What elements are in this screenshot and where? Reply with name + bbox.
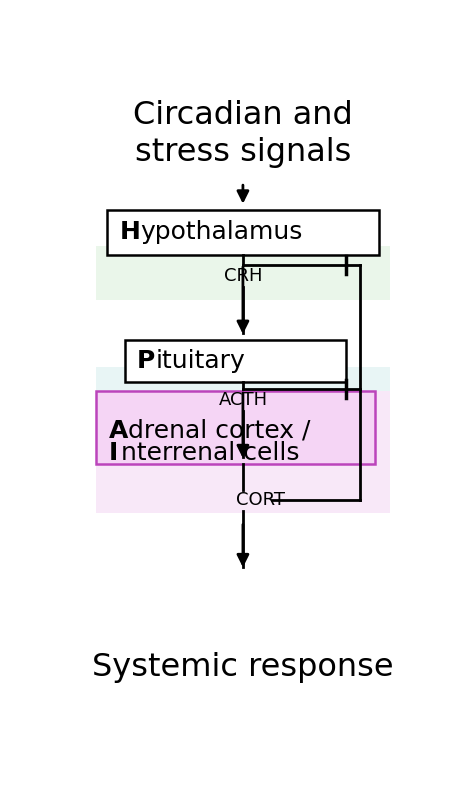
Bar — [96, 246, 390, 301]
Text: drenal cortex /: drenal cortex / — [128, 419, 310, 443]
Text: ituitary: ituitary — [155, 349, 245, 373]
Bar — [125, 340, 346, 382]
Text: CORT: CORT — [236, 491, 284, 509]
Text: Circadian and
stress signals: Circadian and stress signals — [133, 100, 353, 168]
Text: A: A — [109, 419, 128, 443]
Text: CRH: CRH — [224, 268, 262, 285]
Text: P: P — [137, 349, 155, 373]
Text: ACTH: ACTH — [219, 391, 267, 409]
Text: nterrenal cells: nterrenal cells — [121, 442, 300, 465]
Bar — [96, 391, 390, 512]
Text: Systemic response: Systemic response — [92, 652, 394, 682]
Text: I: I — [109, 442, 118, 465]
Bar — [107, 209, 379, 255]
Text: H: H — [120, 220, 141, 244]
Text: ypothalamus: ypothalamus — [140, 220, 302, 244]
Bar — [96, 391, 375, 464]
Bar — [96, 367, 390, 422]
